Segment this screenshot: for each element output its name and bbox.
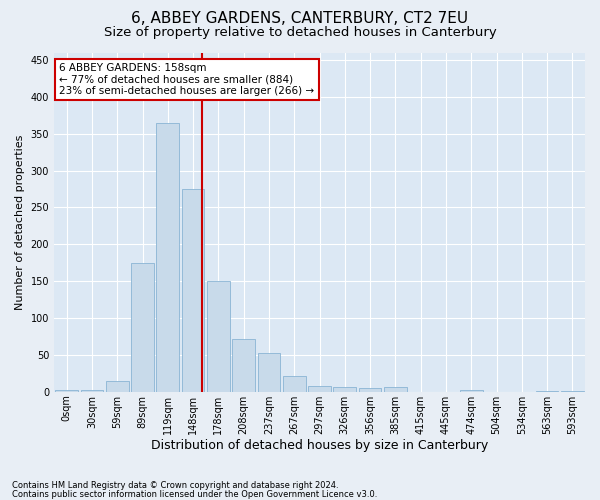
Text: Contains public sector information licensed under the Open Government Licence v3: Contains public sector information licen… [12, 490, 377, 499]
Bar [561, 391, 584, 392]
Bar [460, 390, 482, 392]
Text: 6, ABBEY GARDENS, CANTERBURY, CT2 7EU: 6, ABBEY GARDENS, CANTERBURY, CT2 7EU [131, 11, 469, 26]
Text: Size of property relative to detached houses in Canterbury: Size of property relative to detached ho… [104, 26, 496, 39]
Bar [536, 391, 559, 392]
Bar [55, 390, 78, 392]
Text: Contains HM Land Registry data © Crown copyright and database right 2024.: Contains HM Land Registry data © Crown c… [12, 481, 338, 490]
Bar [80, 390, 103, 392]
Bar [157, 122, 179, 392]
Bar [334, 388, 356, 392]
Bar [232, 338, 255, 392]
Bar [384, 388, 407, 392]
X-axis label: Distribution of detached houses by size in Canterbury: Distribution of detached houses by size … [151, 440, 488, 452]
Bar [106, 380, 128, 392]
Text: 6 ABBEY GARDENS: 158sqm
← 77% of detached houses are smaller (884)
23% of semi-d: 6 ABBEY GARDENS: 158sqm ← 77% of detache… [59, 62, 314, 96]
Y-axis label: Number of detached properties: Number of detached properties [15, 134, 25, 310]
Bar [207, 281, 230, 392]
Bar [308, 386, 331, 392]
Bar [182, 189, 205, 392]
Bar [283, 376, 305, 392]
Bar [131, 262, 154, 392]
Bar [257, 352, 280, 392]
Bar [359, 388, 382, 392]
